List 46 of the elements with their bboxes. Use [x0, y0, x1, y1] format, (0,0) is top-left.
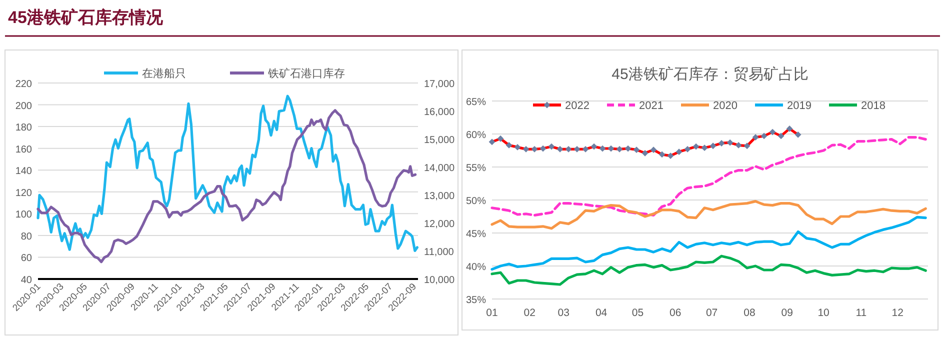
y2-tick-label: 13,000 — [424, 191, 456, 202]
x-tick-label: 11 — [856, 307, 867, 319]
y-tick-label: 220 — [15, 79, 32, 90]
chart-title: 45港铁矿石库存情况 — [8, 8, 164, 27]
x-tick-label: 10 — [818, 307, 830, 319]
y2-tick-label: 16,000 — [424, 107, 456, 118]
y-tick-label: 100 — [15, 210, 32, 221]
y-tick-label: 200 — [15, 100, 32, 112]
legend-label: 2021 — [639, 100, 664, 112]
y-tick-label: 40% — [466, 262, 486, 273]
legend-label: 2022 — [565, 100, 590, 112]
x-tick-label: 01 — [486, 307, 498, 319]
legend-label: 在港船只 — [142, 67, 186, 80]
x-tick-label: 03 — [558, 307, 570, 319]
y2-tick-label: 12,000 — [424, 219, 456, 230]
y-tick-label: 60 — [20, 253, 32, 264]
y2-tick-label: 15,000 — [424, 135, 456, 146]
y-tick-label: 80 — [20, 231, 32, 242]
legend-label: 铁矿石港口库存 — [267, 67, 345, 80]
legend-label: 2020 — [713, 100, 738, 112]
y2-tick-label: 14,000 — [424, 163, 456, 174]
y2-tick-label: 17,000 — [424, 79, 456, 90]
y-tick-label: 180 — [15, 122, 32, 134]
y-tick-label: 45% — [466, 229, 486, 240]
x-tick-label: 06 — [670, 307, 682, 319]
x-tick-label: 04 — [595, 307, 608, 319]
y-tick-label: 65% — [466, 97, 486, 108]
x-tick-label: 12 — [892, 307, 904, 319]
x-tick-label: 05 — [632, 307, 644, 319]
y-tick-label: 55% — [466, 163, 486, 174]
chart-title: 45港铁矿石库存：贸易矿占比 — [612, 66, 808, 83]
y-tick-label: 40 — [20, 275, 32, 286]
legend-label: 2018 — [861, 100, 886, 112]
y-tick-label: 35% — [466, 295, 486, 306]
y-tick-label: 60% — [466, 130, 486, 141]
y2-tick-label: 11,000 — [424, 247, 454, 258]
y-tick-label: 120 — [15, 188, 32, 199]
legend-label: 2019 — [787, 100, 812, 112]
y-tick-label: 50% — [466, 196, 486, 207]
y2-tick-label: 10,000 — [424, 275, 456, 286]
y-tick-label: 160 — [15, 144, 32, 156]
x-tick-label: 02 — [524, 307, 536, 319]
x-tick-label: 07 — [706, 307, 718, 319]
y-tick-label: 140 — [15, 166, 32, 178]
x-tick-label: 09 — [781, 307, 794, 319]
x-tick-label: 08 — [744, 307, 756, 319]
